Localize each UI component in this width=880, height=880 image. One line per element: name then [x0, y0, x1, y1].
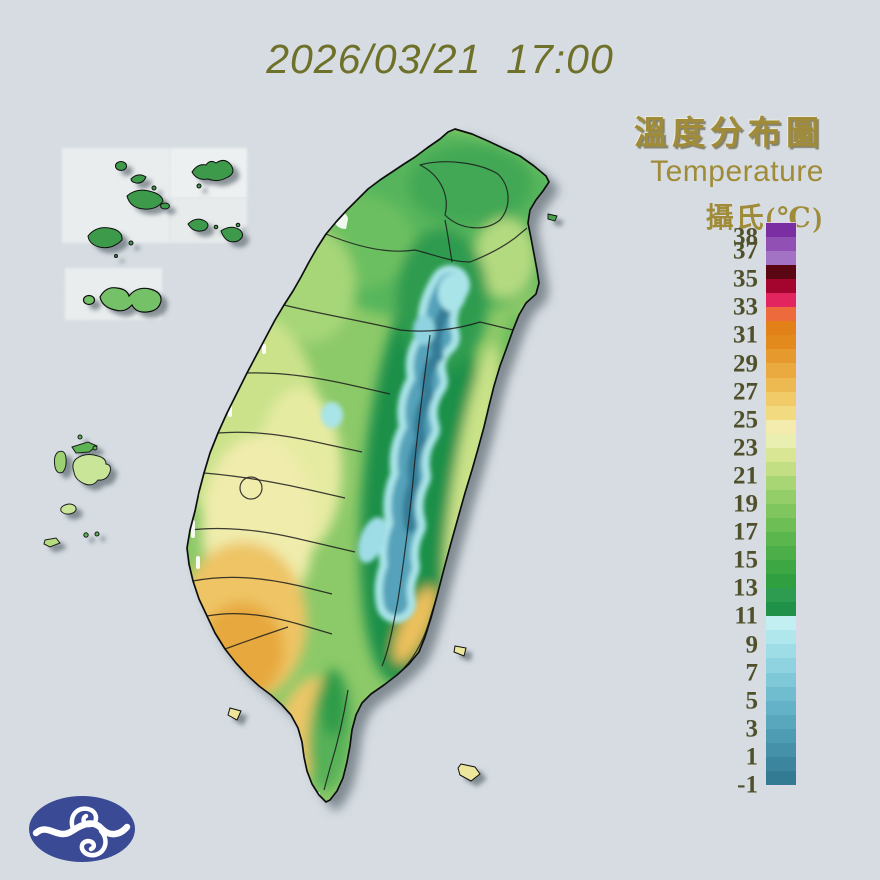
scale-segment-37-36	[766, 251, 796, 266]
scale-tick-13: 13	[733, 574, 758, 602]
scale-tick-3: 3	[745, 715, 759, 743]
scale-tick-7: 7	[745, 659, 759, 687]
matsu-islands	[87, 161, 170, 258]
orchid-island	[457, 763, 481, 782]
scale-segment-11-10	[766, 616, 796, 631]
scale-tick-29: 29	[733, 350, 758, 377]
scale-segment-23-22	[766, 447, 796, 462]
scale-segment-12-11	[766, 602, 796, 617]
scale-segment-29-28	[766, 363, 796, 378]
scale-tick-5: 5	[745, 687, 759, 715]
scale-tick-15: 15	[733, 546, 758, 574]
scale-segment-7-6	[766, 672, 796, 687]
scale-tick-31: 31	[733, 321, 758, 349]
scale-tick-23: 23	[733, 434, 758, 462]
legend-title-en: Temperature	[650, 155, 824, 188]
dongyin-islands	[191, 159, 234, 189]
scale-segment-8-7	[766, 658, 796, 673]
scale-tick-17: 17	[733, 518, 758, 546]
scale-segment-5-4	[766, 700, 796, 715]
guishan-island	[547, 213, 558, 222]
scale-segment-38-37	[766, 237, 796, 252]
cwb-logo	[29, 796, 135, 862]
scale-segment-16-15	[766, 546, 796, 561]
legend-titles: 溫度分布圖 Temperature 攝氏(℃)	[634, 106, 824, 236]
scale-segment-9-8	[766, 644, 796, 659]
timestamp-title: 2026/03/21 17:00	[266, 36, 614, 82]
scale-segment-24-23	[766, 433, 796, 448]
scale-tick-27: 27	[733, 378, 758, 406]
scale-segment-15-14	[766, 560, 796, 575]
scale-segment-31-30	[766, 335, 796, 350]
scale-segment-18-17	[766, 517, 796, 533]
scale-segment-19-18	[766, 503, 796, 518]
scale-tick-11: 11	[734, 602, 758, 630]
scale-tick-9: 9	[745, 631, 759, 658]
scale-segment-1-0	[766, 756, 796, 771]
liuqiu-island	[227, 707, 242, 721]
scale-segment-4-3	[766, 714, 796, 729]
scale-segment-35-34	[766, 279, 796, 294]
scale-tick-37: 37	[733, 237, 758, 265]
scale-tick-1: 1	[745, 743, 759, 771]
taiwan-coastline	[186, 128, 550, 803]
scale-segment-28-27	[766, 377, 796, 392]
scale-tick-38: 38	[733, 223, 758, 251]
scale-tick-25: 25	[733, 406, 758, 434]
scale-segment-36-35	[766, 265, 796, 280]
scale-segment-25-24	[766, 419, 796, 434]
green-island	[453, 645, 467, 657]
legend-title-zh: 溫度分布圖	[634, 116, 824, 152]
scale-segment-22-21	[766, 461, 796, 476]
scale-segment-3-2	[766, 728, 796, 743]
scale-segment-32-31	[766, 321, 796, 336]
scale-segment-0--1	[766, 770, 796, 785]
scale-segment-21-20	[766, 475, 796, 490]
scale-segment-26-25	[766, 405, 796, 420]
scale-segment-10-9	[766, 630, 796, 645]
juguang-islands	[187, 218, 244, 243]
temperature-scale-bar	[765, 222, 797, 786]
scale-tick-19: 19	[733, 490, 758, 518]
scale-segment-17-16	[766, 532, 796, 547]
scale-segment-27-26	[766, 391, 796, 406]
scale-segment-39-38	[766, 223, 796, 238]
taiwan-main-island	[186, 128, 550, 803]
temperature-scale-ticks: 38 37 35 33 31 29 27 25 23 21 19 17 15 13 11 9 7 5 3 1 -1	[694, 223, 759, 798]
penghu-islands	[43, 434, 111, 548]
scale-tick-33: 33	[733, 293, 758, 321]
scale-segment-14-13	[766, 574, 796, 589]
scale-tick-21: 21	[733, 462, 758, 490]
scale-tick--1: -1	[737, 771, 758, 799]
scale-segment-30-29	[766, 349, 796, 364]
scale-tick-35: 35	[733, 265, 758, 293]
scale-segment-20-19	[766, 489, 796, 504]
legend-unit-label: 攝氏(℃)	[705, 203, 824, 234]
scale-segment-34-33	[766, 293, 796, 308]
scale-segment-33-32	[766, 307, 796, 322]
scale-segment-13-12	[766, 588, 796, 603]
scale-segment-6-5	[766, 686, 796, 701]
kinmen-islands	[82, 287, 162, 313]
cloud-swirl-glyph	[32, 806, 131, 858]
scale-segment-2-1	[766, 742, 796, 757]
